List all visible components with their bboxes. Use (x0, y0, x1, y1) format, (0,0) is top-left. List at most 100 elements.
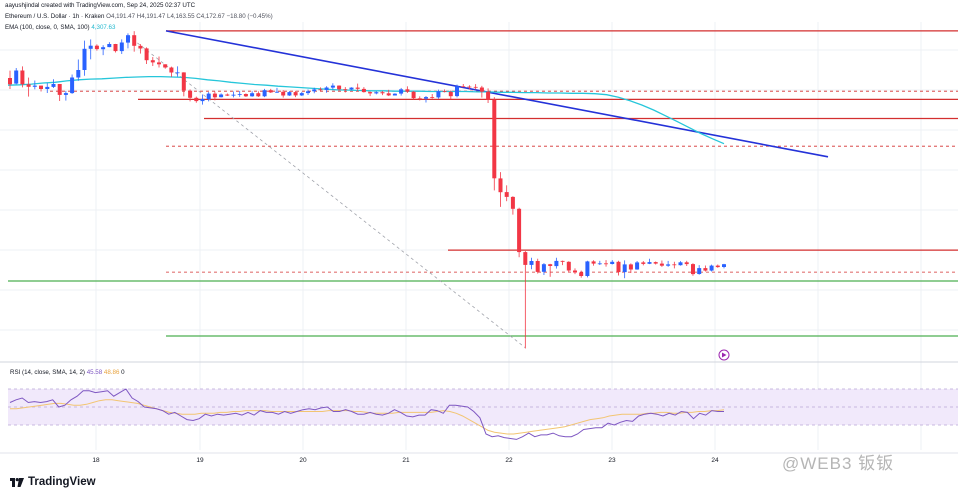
candles (8, 31, 726, 349)
candle-body (243, 94, 248, 97)
symbol-name: Ethereum / U.S. Dollar · 1h · Kraken (5, 13, 105, 20)
tradingview-logo[interactable]: TradingView (10, 476, 96, 488)
ohlc-values: O4,191.47 H4,191.47 L4,163.55 C4,172.67 … (106, 13, 273, 20)
candle-body (330, 85, 335, 88)
candle-body (368, 92, 373, 94)
candle-body (256, 93, 261, 97)
x-tick-label: 24 (711, 457, 719, 464)
candle-body (455, 86, 459, 97)
candle-body (467, 86, 472, 88)
candle-body (678, 262, 683, 266)
replay-icon[interactable] (718, 349, 730, 361)
candle-body (63, 93, 68, 95)
candle-body (647, 262, 652, 264)
candle-body (691, 264, 695, 275)
candle-body (163, 64, 168, 68)
candle-body (399, 89, 404, 94)
candle-body (541, 264, 546, 272)
candle-body (275, 91, 279, 93)
candle-body (8, 78, 12, 85)
candle-body (57, 84, 62, 95)
candle-body (715, 265, 720, 268)
candle-body (101, 47, 106, 50)
ema-legend[interactable]: EMA (100, close, 0, SMA, 100) 4,307.63 (5, 24, 115, 31)
candle-body (523, 252, 528, 265)
trendline-line (165, 30, 829, 158)
x-tick-label: 22 (505, 457, 513, 464)
tradingview-logo-text: TradingView (28, 476, 96, 488)
candle-body (411, 91, 416, 99)
candle-body (194, 97, 199, 102)
candle-body (70, 77, 75, 94)
candle-body (20, 70, 25, 85)
watermark-text: @WEB3 钣钣 (782, 454, 895, 473)
candle-body (616, 261, 621, 273)
candle-body (560, 260, 565, 262)
candle-body (517, 208, 522, 253)
candle-body (150, 60, 155, 63)
candle-body (659, 263, 664, 266)
candle-body (14, 70, 19, 84)
author-line-text: aayushjindal created with TradingView.co… (5, 2, 196, 9)
candle-body (293, 92, 298, 96)
candle-body (119, 42, 124, 52)
candle-body (157, 62, 161, 65)
candle-body (219, 94, 224, 98)
candle-body (597, 263, 602, 265)
candle-body (281, 91, 286, 96)
candle-body (386, 93, 391, 96)
x-tick-label: 21 (402, 457, 410, 464)
candle-body (703, 268, 708, 271)
candle-body (653, 262, 658, 264)
candle-body (722, 264, 726, 267)
candle-body (473, 86, 478, 88)
candle-body (107, 44, 112, 48)
x-tick-label: 20 (299, 457, 307, 464)
grid (0, 22, 958, 454)
candle-body (262, 90, 267, 97)
candle-body (39, 85, 43, 89)
candle-body (479, 87, 484, 92)
rsi-trailing-value: 0 (121, 369, 125, 376)
candle-body (212, 93, 217, 98)
candle-body (361, 88, 366, 93)
rsi-ma-value: 48.86 (103, 369, 120, 376)
candle-body (306, 91, 310, 94)
candle-body (88, 45, 93, 49)
x-tick-label: 23 (608, 457, 616, 464)
candle-body (349, 87, 354, 90)
candle-body (287, 92, 292, 96)
candle-body (628, 264, 633, 270)
ema-line-group (7, 75, 725, 145)
candle-body (566, 261, 571, 271)
rsi-legend[interactable]: RSI (14, close, SMA, 14, 2) 45.58 48.86 … (10, 369, 125, 376)
x-tick-label: 19 (196, 457, 204, 464)
candle-body (641, 262, 646, 264)
candle-body (548, 264, 553, 266)
candle-body (573, 270, 577, 273)
x-tick-label: 18 (92, 457, 100, 464)
candle-body (318, 89, 323, 91)
candle-body (26, 84, 31, 87)
ema-label: EMA (100, close, 0, SMA, 100) (5, 24, 90, 31)
candle-body (250, 93, 255, 97)
candle-body (498, 178, 503, 193)
candle-body (554, 260, 559, 267)
tradingview-logo-icon (10, 477, 24, 487)
candle-body (45, 86, 50, 89)
horizontal-levels (8, 30, 958, 337)
candle-body (684, 262, 689, 265)
candle-body (200, 99, 205, 102)
candle-body (355, 87, 360, 89)
candle-body (374, 92, 379, 94)
candle-body (579, 272, 584, 276)
candle-body (604, 263, 608, 265)
candle-body (529, 261, 534, 265)
candle-body (32, 85, 37, 87)
candle-body (591, 261, 596, 264)
candle-body (169, 67, 174, 73)
candle-body (380, 92, 385, 94)
candle-body (610, 261, 615, 264)
candle-body (237, 94, 242, 95)
trendline (165, 30, 829, 158)
